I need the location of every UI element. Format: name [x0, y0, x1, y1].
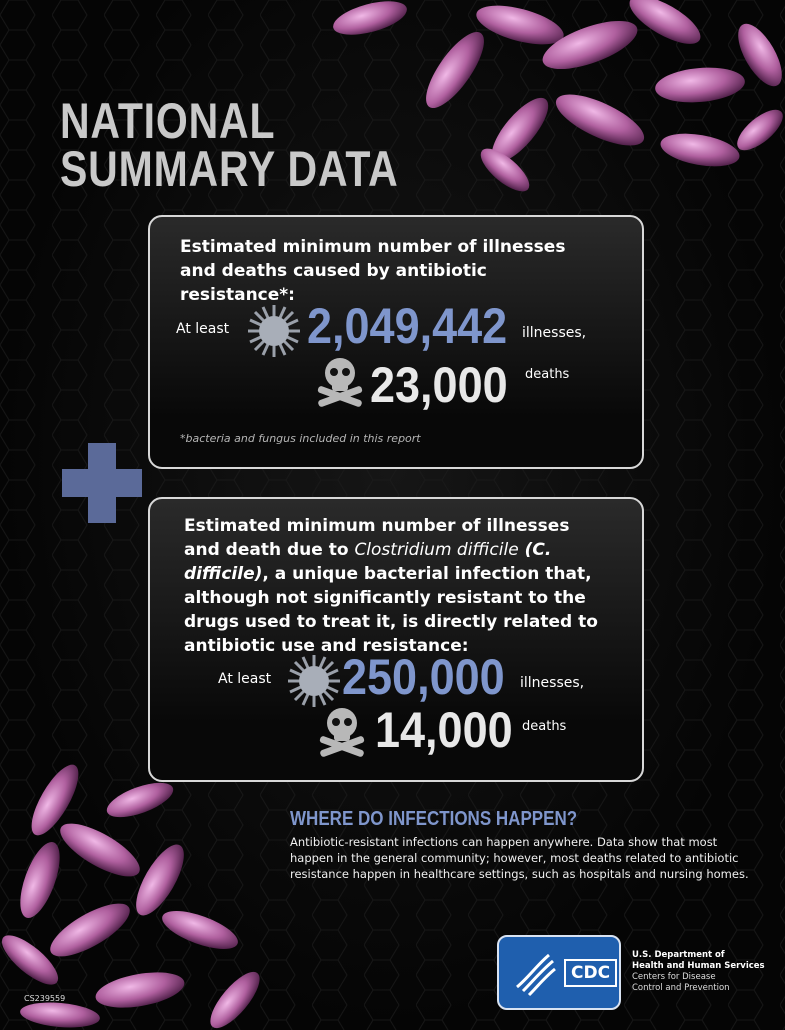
heading-text: Estimated minimum number of illnesses an…	[184, 516, 570, 560]
footnote: *bacteria and fungus included in this re…	[180, 432, 421, 445]
at-least: At least	[176, 321, 230, 337]
heading-italic: Clostridium difficile	[354, 540, 519, 560]
deaths-label: deaths	[525, 367, 570, 382]
heading-bold-italic: (C. difficile)	[184, 540, 552, 584]
illnesses-label: illnesses,	[520, 675, 585, 691]
logo-text: CDC	[564, 959, 618, 987]
virus-icon	[248, 305, 300, 357]
title-line: NATIONAL	[60, 93, 276, 149]
stats-box: Estimated minimum number of illnesses an…	[148, 497, 644, 782]
section-heading: WHERE DO INFECTIONS HAPPEN?	[290, 808, 578, 830]
virus-icon	[288, 655, 340, 707]
cdc-logo: CDC	[497, 935, 621, 1010]
department-line: Centers for Disease	[632, 972, 716, 982]
box-heading: Estimated minimum number of illnesses an…	[184, 514, 609, 658]
illnesses-number: 250,000	[342, 649, 505, 705]
illnesses-number: 2,049,442	[307, 298, 508, 354]
department-line: Health and Human Services	[632, 961, 765, 971]
section-body: Antibiotic-resistant infections can happ…	[290, 835, 749, 881]
skull-icon	[317, 358, 363, 407]
stats-box: Estimated minimum number of illnesses an…	[148, 215, 644, 469]
hhs-emblem	[516, 953, 556, 997]
title-line: SUMMARY DATA	[60, 141, 399, 197]
deaths-number: 14,000	[375, 702, 513, 758]
box-heading: Estimated minimum number of illnesses an…	[180, 237, 566, 305]
deaths-label: deaths	[522, 719, 567, 734]
deaths-number: 23,000	[370, 357, 508, 413]
department: U.S. Department of Health and Human Serv…	[632, 950, 765, 994]
at-least: At least	[218, 671, 272, 687]
department-line: U.S. Department of	[632, 950, 725, 960]
department-line: Control and Prevention	[632, 983, 730, 993]
skull-icon	[319, 708, 365, 757]
illnesses-label: illnesses,	[522, 325, 587, 341]
doc-code: CS239559	[24, 994, 66, 1003]
heading-text: , a unique bacterial infection that, alt…	[184, 564, 598, 656]
